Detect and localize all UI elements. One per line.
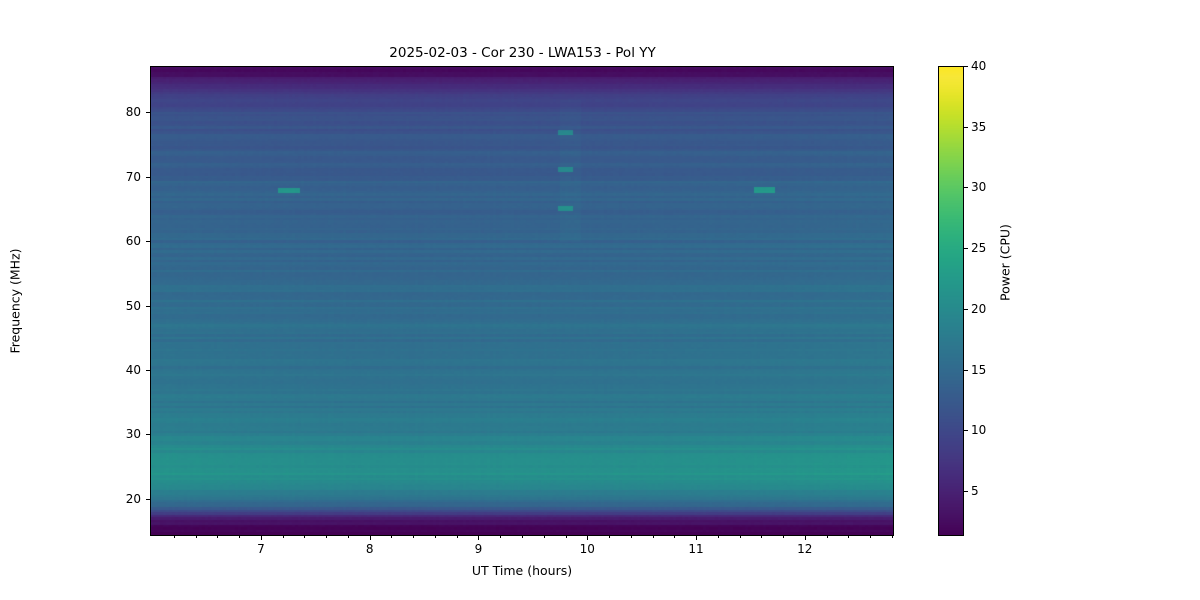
x-minor-tick	[565, 536, 567, 539]
x-tick-label: 10	[579, 542, 595, 556]
x-minor-tick	[761, 536, 763, 539]
chart-title: 2025-02-03 - Cor 230 - LWA153 - Pol YY	[389, 45, 656, 61]
y-tick-label: 70	[125, 169, 141, 184]
x-major-tick	[260, 536, 262, 541]
colorbar-tick	[964, 248, 969, 250]
y-tick-label: 50	[125, 298, 141, 313]
spectrogram-axes	[150, 66, 894, 536]
colorbar-tick-label: 15	[971, 362, 987, 377]
x-minor-tick	[609, 536, 611, 539]
y-major-tick	[145, 241, 150, 243]
x-minor-tick	[282, 536, 284, 539]
x-minor-tick	[652, 536, 654, 539]
x-minor-tick	[891, 536, 893, 539]
y-tick-label: 80	[125, 105, 141, 120]
x-minor-tick	[783, 536, 785, 539]
x-minor-tick	[304, 536, 306, 539]
x-minor-tick	[826, 536, 828, 539]
colorbar-tick-label: 5	[971, 484, 979, 499]
x-tick-label: 12	[797, 542, 813, 556]
colorbar-tick	[964, 308, 969, 310]
x-major-tick	[804, 536, 806, 541]
x-minor-tick	[391, 536, 393, 539]
x-minor-tick	[347, 536, 349, 539]
colorbar-tick	[964, 430, 969, 432]
colorbar-tick-label: 30	[971, 180, 987, 195]
x-major-tick	[369, 536, 371, 541]
colorbar-tick-label: 35	[971, 119, 987, 134]
x-minor-tick	[717, 536, 719, 539]
x-minor-tick	[848, 536, 850, 539]
y-major-tick	[145, 176, 150, 178]
x-minor-tick	[434, 536, 436, 539]
colorbar-gradient	[939, 67, 963, 535]
colorbar-tick-label: 40	[971, 59, 987, 73]
x-tick-label: 9	[474, 542, 483, 556]
y-major-tick	[145, 112, 150, 114]
dynamic-spectrum-heatmap	[151, 67, 893, 535]
y-tick-label: 60	[125, 234, 141, 249]
x-minor-tick	[674, 536, 676, 539]
x-minor-tick	[543, 536, 545, 539]
colorbar-tick-label: 25	[971, 241, 987, 256]
colorbar-tick	[964, 187, 969, 189]
x-minor-tick	[739, 536, 741, 539]
y-tick-label: 20	[125, 491, 141, 506]
x-minor-tick	[456, 536, 458, 539]
x-tick-label: 8	[365, 542, 374, 556]
y-major-tick	[145, 434, 150, 436]
x-minor-tick	[522, 536, 523, 539]
x-major-tick	[478, 536, 480, 541]
x-minor-tick	[630, 536, 632, 539]
colorbar-tick-label: 20	[971, 301, 987, 316]
x-minor-tick	[173, 536, 175, 539]
y-major-tick	[145, 305, 150, 307]
colorbar-tick	[964, 126, 969, 128]
colorbar-tick	[964, 369, 969, 371]
y-major-tick	[145, 498, 150, 500]
y-tick-label: 40	[125, 362, 141, 377]
colorbar-tick	[964, 491, 969, 493]
colorbar-axes	[938, 66, 964, 536]
y-tick-label: 30	[125, 427, 141, 442]
colorbar-tick	[964, 66, 969, 67]
x-minor-tick	[500, 536, 502, 539]
x-minor-tick	[870, 536, 872, 539]
y-major-tick	[145, 369, 150, 371]
x-minor-tick	[413, 536, 415, 539]
x-minor-tick	[217, 536, 219, 539]
colorbar-label: Power (CPU)	[997, 224, 1013, 301]
x-major-tick	[696, 536, 698, 541]
colorbar-tick-label: 10	[971, 423, 987, 438]
x-minor-tick	[195, 536, 197, 539]
x-axis-label: UT Time (hours)	[471, 563, 573, 578]
x-minor-tick	[239, 536, 241, 539]
x-major-tick	[587, 536, 589, 541]
x-tick-label: 7	[257, 542, 265, 556]
x-minor-tick	[326, 536, 328, 539]
y-axis-label: Frequency (MHz)	[7, 248, 23, 354]
x-tick-label: 11	[688, 542, 704, 556]
